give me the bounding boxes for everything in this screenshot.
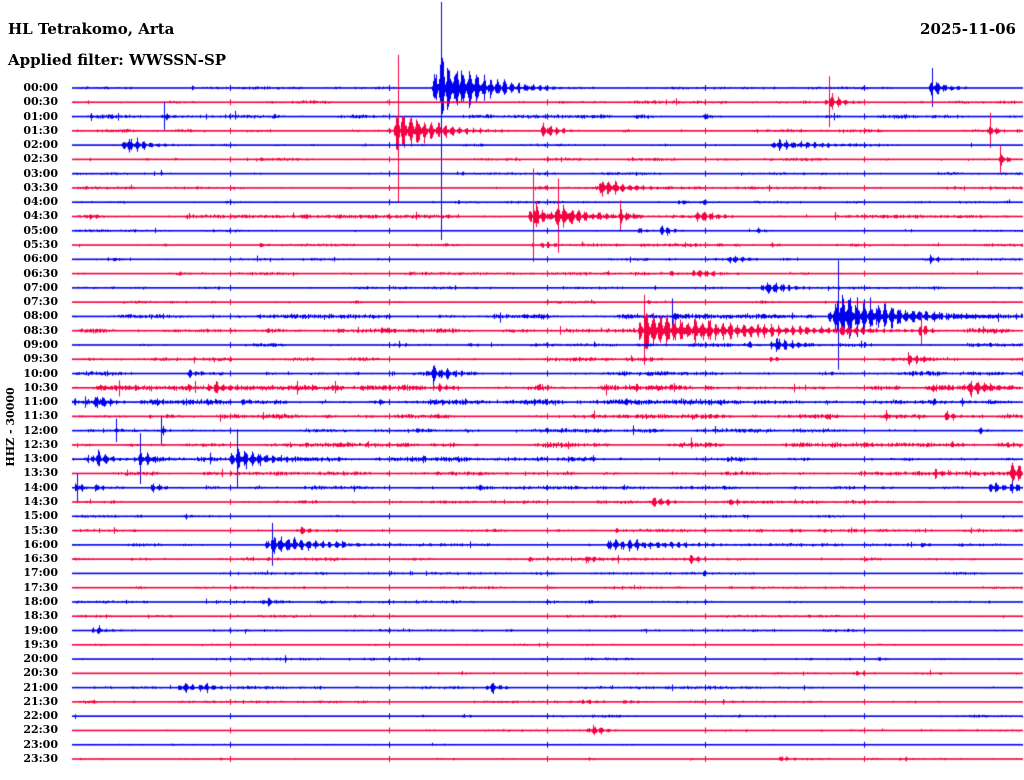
time-label: 08:00 bbox=[23, 309, 58, 323]
time-label: 14:00 bbox=[23, 480, 58, 494]
time-label: 19:00 bbox=[23, 623, 58, 637]
time-label: 21:30 bbox=[23, 694, 58, 708]
time-label: 23:30 bbox=[23, 752, 58, 766]
time-label: 11:00 bbox=[23, 395, 58, 409]
time-label: 22:00 bbox=[23, 709, 58, 723]
time-label: 00:30 bbox=[23, 95, 58, 109]
time-label: 10:30 bbox=[23, 380, 58, 394]
time-label: 21:00 bbox=[23, 680, 58, 694]
time-label: 12:00 bbox=[23, 423, 58, 437]
time-label: 05:30 bbox=[23, 238, 58, 252]
time-label: 13:30 bbox=[23, 466, 58, 480]
time-label: 02:30 bbox=[23, 152, 58, 166]
time-label: 00:00 bbox=[23, 81, 58, 94]
time-label: 18:00 bbox=[23, 594, 58, 608]
time-label: 07:00 bbox=[23, 280, 58, 294]
time-label: 01:30 bbox=[23, 123, 58, 137]
time-label: 09:30 bbox=[23, 352, 58, 366]
time-label: 16:30 bbox=[23, 552, 58, 566]
time-label: 19:30 bbox=[23, 637, 58, 651]
time-label: 18:30 bbox=[23, 609, 58, 623]
time-label: 09:00 bbox=[23, 337, 58, 351]
time-label: 04:30 bbox=[23, 209, 58, 223]
time-label: 20:00 bbox=[23, 652, 58, 666]
time-label: 16:00 bbox=[23, 537, 58, 551]
time-label: 23:00 bbox=[23, 737, 58, 751]
time-label: 17:30 bbox=[23, 580, 58, 594]
time-label: 05:00 bbox=[23, 223, 58, 237]
time-label: 13:00 bbox=[23, 452, 58, 466]
time-label: 12:30 bbox=[23, 437, 58, 451]
time-label: 01:00 bbox=[23, 109, 58, 123]
time-label: 15:30 bbox=[23, 523, 58, 537]
time-label: 06:00 bbox=[23, 252, 58, 266]
time-label: 17:00 bbox=[23, 566, 58, 580]
time-label: 03:30 bbox=[23, 180, 58, 194]
time-label: 22:30 bbox=[23, 723, 58, 737]
time-label: 10:00 bbox=[23, 366, 58, 380]
time-label: 03:00 bbox=[23, 166, 58, 180]
time-label: 04:00 bbox=[23, 195, 58, 209]
time-label: 07:30 bbox=[23, 295, 58, 309]
time-label: 02:00 bbox=[23, 138, 58, 152]
time-label: 08:30 bbox=[23, 323, 58, 337]
time-label: 14:30 bbox=[23, 495, 58, 509]
time-label: 06:30 bbox=[23, 266, 58, 280]
time-label: 20:30 bbox=[23, 666, 58, 680]
time-label: 11:30 bbox=[23, 409, 58, 423]
time-label: 15:00 bbox=[23, 509, 58, 523]
